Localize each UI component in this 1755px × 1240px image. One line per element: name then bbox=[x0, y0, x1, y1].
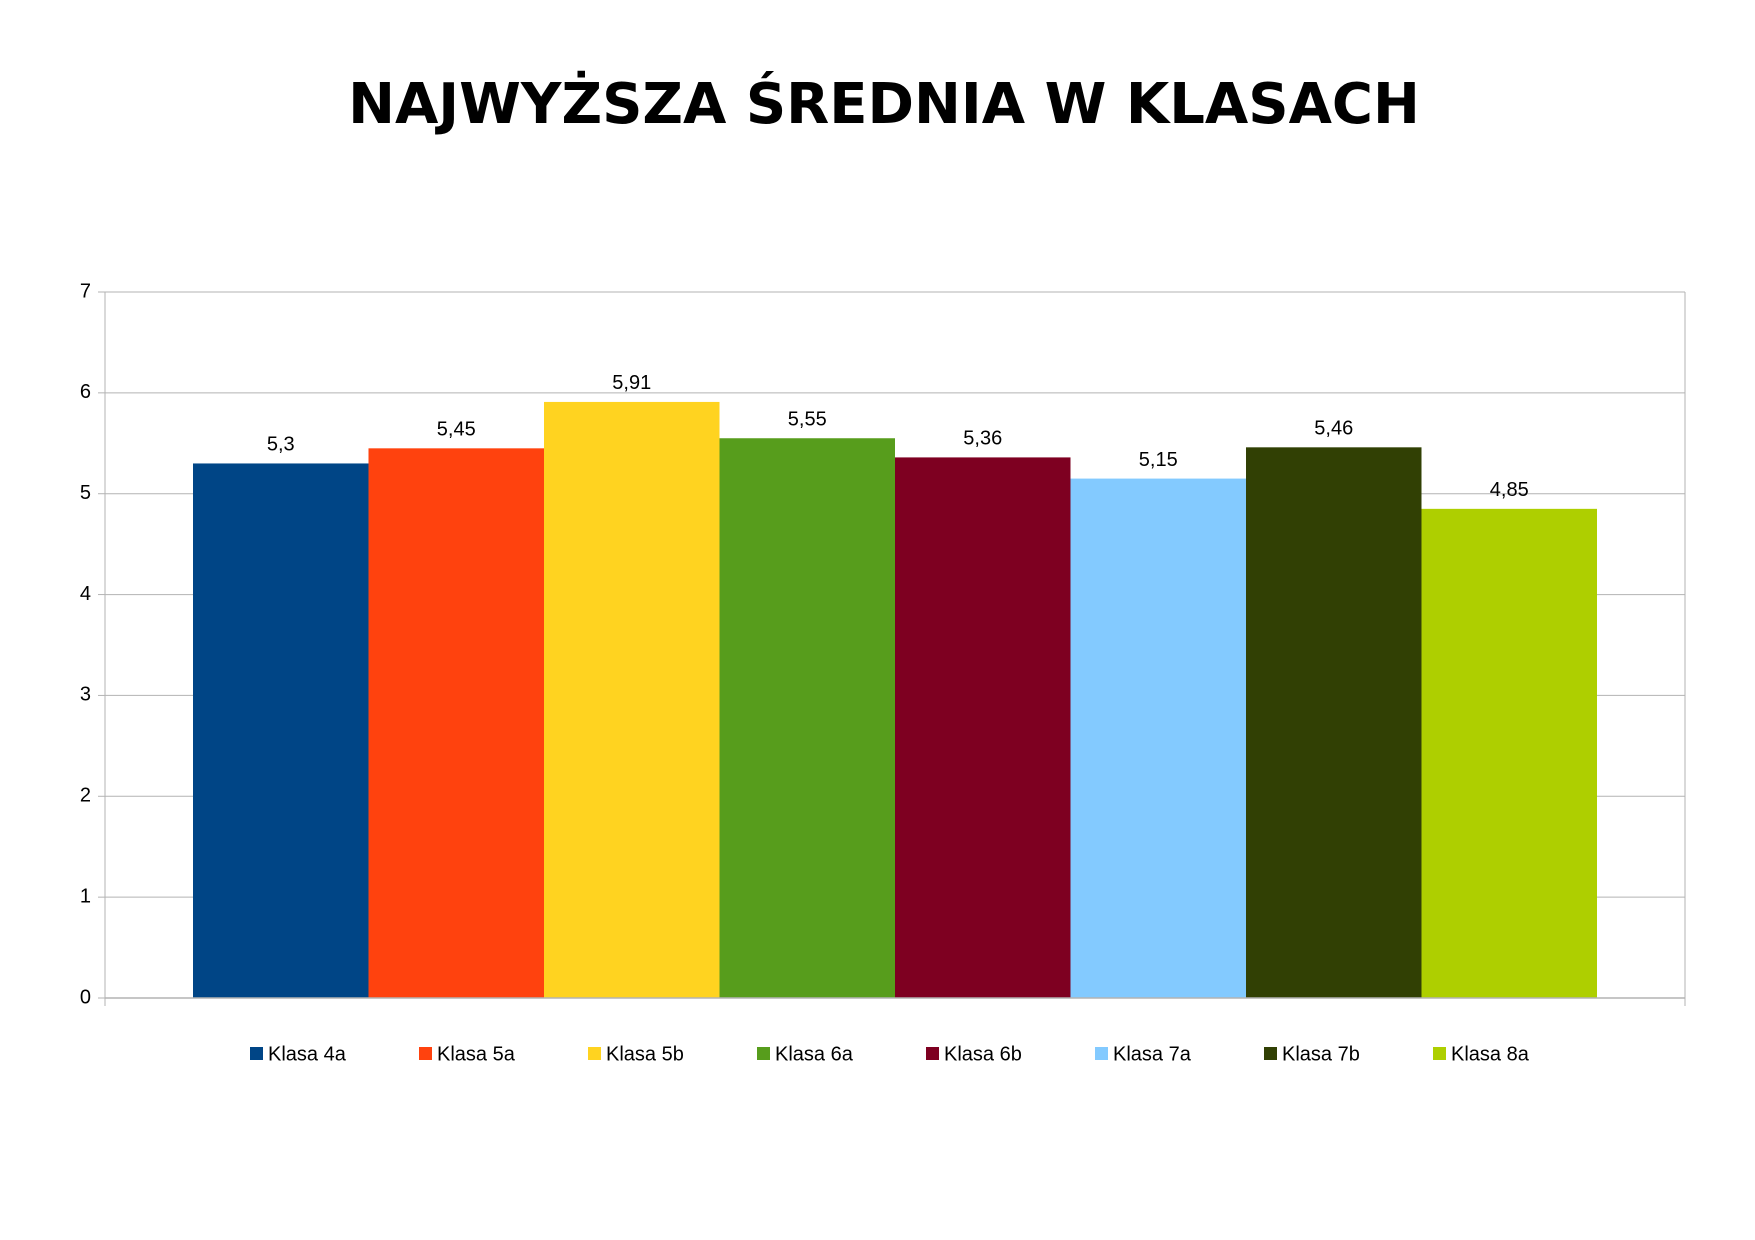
legend-swatch bbox=[1433, 1047, 1446, 1060]
bar bbox=[368, 448, 544, 998]
legend-label: Klasa 6a bbox=[775, 1043, 854, 1065]
y-tick-label: 7 bbox=[80, 280, 91, 302]
data-label: 5,55 bbox=[788, 409, 827, 431]
legend-swatch bbox=[250, 1047, 263, 1060]
legend-label: Klasa 5a bbox=[437, 1043, 516, 1065]
bar bbox=[193, 463, 369, 998]
chart-title: NAJWYŻSZA ŚREDNIA W KLASACH bbox=[348, 72, 1420, 137]
data-label: 5,15 bbox=[1139, 449, 1178, 471]
y-tick-label: 1 bbox=[80, 885, 91, 907]
bar bbox=[1070, 478, 1246, 999]
bar bbox=[544, 401, 720, 998]
legend-swatch bbox=[1264, 1047, 1277, 1060]
data-label: 5,91 bbox=[612, 372, 651, 394]
bar bbox=[1246, 447, 1422, 998]
data-label: 5,3 bbox=[267, 434, 295, 456]
y-tick-label: 0 bbox=[80, 986, 91, 1008]
y-tick-label: 3 bbox=[80, 684, 91, 706]
y-tick-label: 5 bbox=[80, 482, 91, 504]
legend-swatch bbox=[757, 1047, 770, 1060]
data-label: 5,36 bbox=[963, 428, 1002, 450]
y-tick-label: 4 bbox=[80, 583, 91, 605]
bar bbox=[1421, 508, 1597, 998]
legend-label: Klasa 7b bbox=[1282, 1043, 1360, 1065]
y-tick-label: 6 bbox=[80, 381, 91, 403]
legend-swatch bbox=[926, 1047, 939, 1060]
legend-swatch bbox=[588, 1047, 601, 1060]
legend-label: Klasa 7a bbox=[1113, 1043, 1192, 1065]
legend-swatch bbox=[419, 1047, 432, 1060]
legend-label: Klasa 6b bbox=[944, 1043, 1022, 1065]
data-label: 4,85 bbox=[1490, 479, 1529, 501]
data-label: 5,46 bbox=[1314, 418, 1353, 440]
legend-label: Klasa 4a bbox=[268, 1043, 347, 1065]
legend-swatch bbox=[1095, 1047, 1108, 1060]
bar bbox=[895, 457, 1071, 998]
y-tick-label: 2 bbox=[80, 785, 91, 807]
bar bbox=[719, 438, 895, 998]
data-label: 5,45 bbox=[437, 419, 476, 441]
legend-label: Klasa 8a bbox=[1451, 1043, 1530, 1065]
legend-label: Klasa 5b bbox=[606, 1043, 684, 1065]
